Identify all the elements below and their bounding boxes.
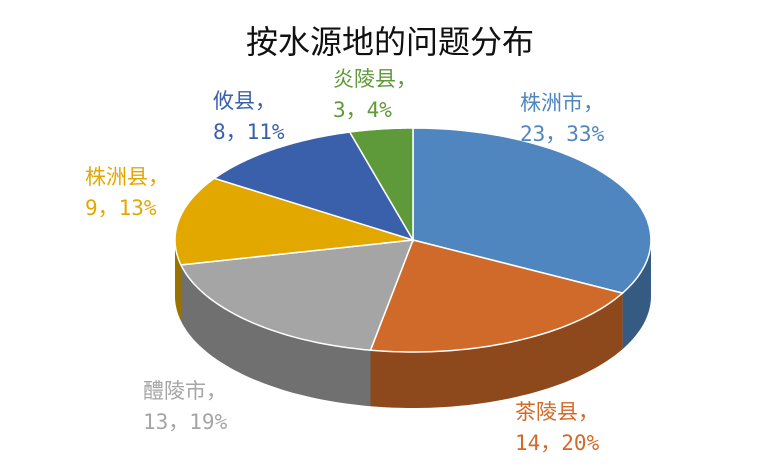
label-separator: ，	[396, 67, 417, 91]
data-label-name: 醴陵市，	[143, 379, 227, 403]
data-label-name: 株洲市，	[520, 91, 604, 115]
data-label-value: 23，33%	[520, 122, 605, 146]
slice	[179, 239, 415, 351]
data-label-value: 3，4%	[333, 98, 392, 122]
slice-side-shade	[370, 293, 623, 408]
slice	[174, 177, 414, 266]
label-separator: ，	[578, 400, 599, 424]
data-label-name: 炎陵县，	[333, 67, 417, 91]
slice-side	[370, 293, 623, 408]
data-label-value: 9，13%	[85, 196, 157, 220]
slice	[412, 127, 652, 294]
category-name: 株洲县	[85, 165, 148, 189]
slice-side-shade	[181, 264, 371, 407]
slice	[348, 127, 414, 243]
category-name: 炎陵县	[333, 67, 396, 91]
data-label-value: 8，11%	[213, 120, 285, 144]
data-label-value: 13，19%	[143, 410, 228, 434]
data-label-name: 茶陵县，	[515, 400, 599, 424]
slice-side-shade	[175, 240, 181, 321]
chart-title: 按水源地的问题分布	[246, 23, 534, 61]
category-name: 醴陵市	[143, 379, 206, 403]
category-name: 攸县	[213, 89, 255, 113]
label-separator: ，	[148, 165, 169, 189]
category-name: 株洲市	[520, 91, 583, 115]
label-separator: ，	[255, 89, 276, 113]
label-separator: ，	[206, 379, 227, 403]
slice	[212, 131, 415, 242]
data-label-name: 攸县，	[213, 89, 276, 113]
label-separator: ，	[583, 91, 604, 115]
data-label-value: 14，20%	[515, 431, 600, 455]
slice-side	[181, 264, 371, 407]
data-label-name: 株洲县，	[85, 165, 169, 189]
slice-side	[175, 240, 181, 321]
slice	[369, 239, 625, 353]
category-name: 茶陵县	[515, 400, 578, 424]
